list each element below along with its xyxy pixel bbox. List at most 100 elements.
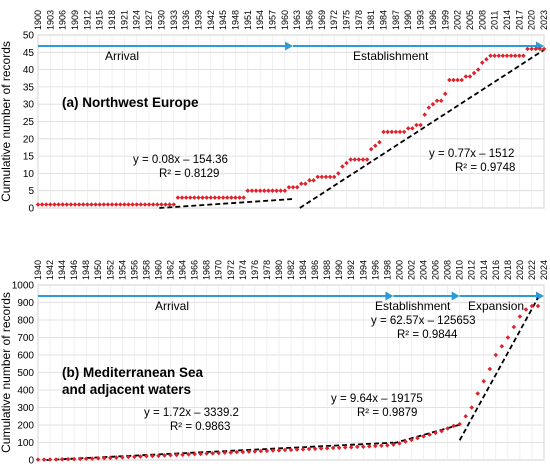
x-tick-label: 2000 [394,260,404,280]
x-tick-label: 1976 [250,260,260,280]
y-tick-label: 300 [17,403,34,414]
trendline-r2: R² = 0.8129 [159,168,219,180]
x-tick-label: 1956 [129,260,139,280]
phase-arrow-head [385,291,394,301]
data-point [360,157,366,162]
data-point [403,439,408,444]
x-tick-label: 1927 [144,10,154,30]
x-tick-label: 2002 [453,10,463,30]
x-tick-label: 1962 [166,260,176,280]
data-point [457,421,462,427]
data-point [72,202,78,207]
x-tick-label: 1960 [153,260,163,280]
phase-arrow-arrival [38,291,394,301]
y-tick-label: 700 [17,333,34,344]
data-point [487,366,493,372]
panel-title: (a) Northwest Europe [62,95,199,110]
data-point [270,188,275,193]
trendline-equation: y = 0.77x – 1512 [429,148,514,160]
data-point [499,343,505,349]
data-point [71,456,77,462]
x-tick-label: 2002 [406,260,416,280]
y-axis-title: Cumulative number of records [0,292,13,453]
y-tick-label: 200 [17,421,34,432]
data-point [120,455,125,460]
x-tick-label: 1940 [33,260,43,280]
x-tick-label: 1951 [243,10,253,30]
y-tick-label: 800 [17,316,34,327]
data-point [397,441,402,446]
data-point [60,202,65,207]
data-point [258,448,264,454]
data-point [409,437,414,443]
data-point [144,453,149,459]
data-point [85,202,90,207]
data-point [132,454,137,460]
x-tick-label: 1984 [298,260,308,280]
y-tick-label: 35 [23,82,35,93]
data-point [391,442,396,447]
x-tick-label: 2004 [419,260,429,280]
data-point [427,432,432,437]
phase-arrow-head [536,41,544,51]
x-tick-label: 2018 [503,260,513,280]
data-point [266,188,271,193]
data-point [59,457,65,462]
data-point [270,448,276,453]
data-point [342,445,348,450]
y-tick-label: 0 [28,204,34,215]
phase-arrow-establishment [293,41,544,51]
data-point [433,430,438,436]
y-tick-label: 40 [23,65,35,76]
x-tick-label: 2011 [490,11,500,30]
data-point [48,202,53,207]
data-point [252,449,258,454]
data-point [282,447,288,453]
data-point [451,423,456,429]
x-tick-label: 2023 [539,10,549,30]
data-point [529,303,535,309]
x-tick-label: 1980 [274,260,284,280]
trendline-equation: y = 1.72x – 3339.2 [144,407,239,419]
x-tick-label: 1982 [286,260,296,280]
x-tick-label: 1964 [178,260,188,280]
x-tick-label: 1970 [214,260,224,280]
x-tick-label: 1986 [310,260,320,280]
x-tick-label: 1945 [218,10,228,30]
data-point [288,447,294,453]
x-tick-label: 1981 [366,10,376,30]
x-tick-label: 1954 [117,260,127,280]
data-point [253,188,259,193]
data-point [89,202,94,207]
data-point [443,91,448,97]
x-tick-label: 1998 [382,260,392,280]
x-tick-label: 1924 [132,10,142,30]
x-tick-label: 2017 [514,10,524,30]
x-tick-label: 1972 [226,260,236,280]
x-tick-label: 1954 [255,10,265,30]
x-tick-label: 2020 [527,10,537,30]
data-point [278,188,283,193]
phase-label: Arrival [105,49,139,63]
x-tick-label: 1903 [45,10,55,30]
data-point [481,378,487,384]
data-point [377,139,382,145]
y-tick-label: 5 [28,186,34,197]
x-tick-label: 1936 [181,10,191,30]
y-tick-label: 45 [23,48,35,59]
x-tick-label: 1915 [95,10,105,30]
x-tick-label: 1968 [202,260,212,280]
x-tick-label: 2024 [539,260,549,280]
data-point [463,413,468,419]
x-tick-label: 1975 [342,10,352,30]
x-tick-label: 1948 [230,10,240,30]
x-tick-label: 1969 [317,10,327,30]
x-tick-label: 1972 [329,10,339,30]
data-point [276,448,282,453]
phase-arrow-establishment [393,291,460,301]
x-tick-label: 1900 [33,10,43,30]
x-tick-label: 2022 [527,260,537,280]
trendline-r2: R² = 0.9748 [455,162,515,174]
